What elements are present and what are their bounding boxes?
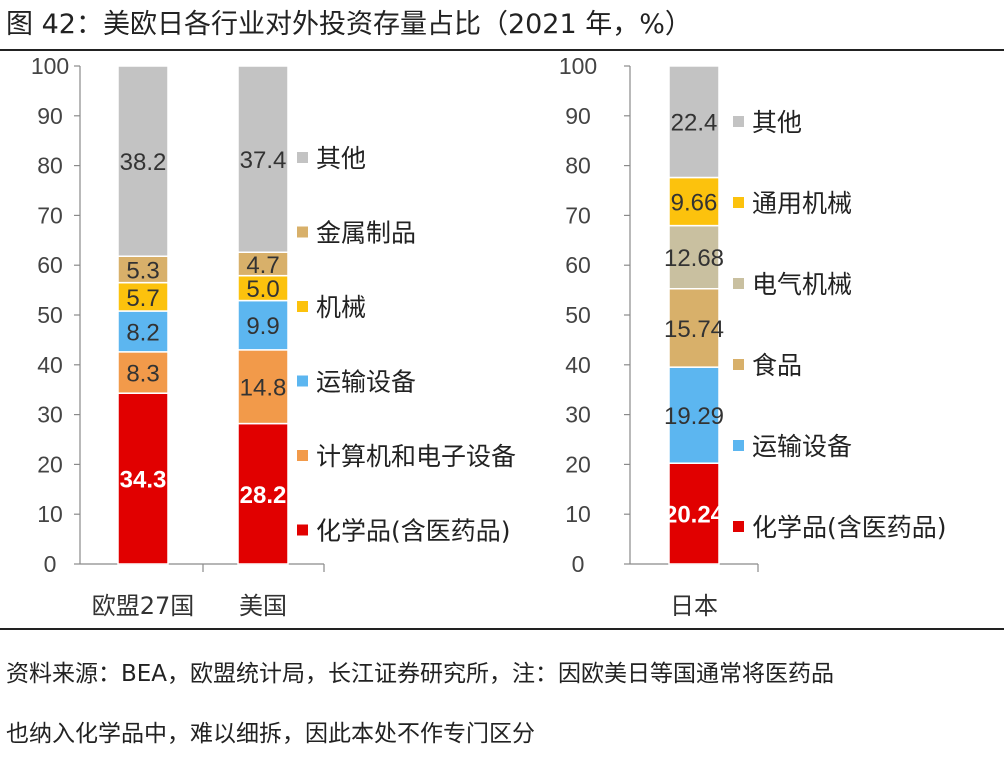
legend-label: 电气机械: [752, 270, 852, 299]
data-label: 5.3: [126, 257, 159, 284]
bottom-rule: [0, 628, 1004, 630]
legend-label: 其他: [316, 144, 366, 173]
top-rule: [0, 49, 1004, 51]
data-label: 8.3: [126, 361, 159, 388]
y-tick-label: 70: [37, 202, 63, 228]
y-tick-label: 100: [31, 53, 69, 79]
source-note-line1: 资料来源：BEA，欧盟统计局，长江证券研究所，注：因欧美日等国通常将医药品: [6, 661, 835, 687]
data-label: 14.8: [240, 375, 287, 402]
bar-segment: [117, 310, 169, 353]
y-tick-label: 60: [37, 252, 63, 278]
legend-swatch: [733, 278, 744, 289]
data-label: 5.7: [126, 285, 159, 312]
legend-label: 其他: [752, 108, 802, 137]
y-tick-label: 60: [565, 252, 591, 278]
data-label: 9.9: [246, 313, 279, 340]
y-tick-label: 20: [37, 451, 63, 477]
x-category-label: 美国: [239, 592, 287, 620]
bar-segment: [668, 176, 720, 227]
legend-swatch: [733, 359, 744, 370]
data-label: 20.24: [664, 502, 725, 529]
bar-segment: [668, 366, 720, 464]
data-label: 28.2: [240, 482, 287, 509]
y-tick-label: 90: [37, 103, 63, 129]
y-tick-label: 30: [565, 402, 591, 428]
data-label: 34.3: [120, 467, 167, 494]
legend-label: 运输设备: [752, 432, 852, 461]
data-label: 8.2: [126, 319, 159, 346]
data-label: 9.66: [671, 190, 718, 217]
y-tick-label: 80: [565, 153, 591, 179]
y-tick-label: 10: [37, 501, 63, 527]
data-label: 19.29: [664, 403, 724, 430]
data-label: 12.68: [664, 245, 724, 272]
bar-segment: [237, 65, 289, 254]
legend-label: 运输设备: [316, 368, 416, 397]
legend-swatch: [297, 450, 308, 461]
data-label: 22.4: [671, 110, 718, 137]
legend-swatch: [297, 226, 308, 238]
bar-segment: [237, 299, 289, 351]
bar-segment: [117, 392, 169, 565]
x-category-label: 日本: [670, 592, 718, 620]
bar-segment: [668, 224, 720, 290]
legend-swatch: [733, 440, 744, 451]
figure-title: 图 42：美欧日各行业对外投资存量占比（2021 年，%）: [6, 9, 692, 40]
bar-segment: [117, 351, 169, 394]
y-tick-label: 80: [37, 153, 63, 179]
legend-label: 机械: [316, 293, 366, 322]
data-label: 5.0: [246, 276, 279, 303]
y-tick-label: 0: [572, 551, 585, 577]
bar-segment: [117, 281, 169, 312]
x-category-label: 欧盟27国: [92, 592, 195, 620]
bar-segment: [117, 65, 169, 257]
legend-swatch: [297, 301, 308, 312]
y-tick-label: 40: [37, 352, 63, 378]
legend-label: 金属制品: [316, 219, 416, 248]
legend-label: 计算机和电子设备: [316, 442, 516, 471]
legend-label: 食品: [752, 351, 802, 380]
source-note-line2: 也纳入化学品中，难以细拆，因此本处不作专门区分: [6, 721, 535, 747]
y-tick-label: 90: [565, 103, 591, 129]
legend-swatch: [297, 524, 308, 536]
legend-swatch: [733, 197, 744, 208]
y-tick-label: 70: [565, 202, 591, 228]
legend-swatch: [733, 116, 744, 127]
legend-label: 化学品(含医药品): [752, 513, 947, 542]
legend-swatch: [733, 521, 744, 532]
bar-segment: [117, 255, 169, 284]
y-tick-label: 40: [565, 352, 591, 378]
y-tick-label: 100: [559, 53, 597, 79]
chart-area: 010203040506070809010034.38.38.25.75.338…: [31, 53, 947, 620]
bar-segment: [237, 422, 289, 565]
y-tick-label: 20: [565, 451, 591, 477]
legend-label: 化学品(含医药品): [316, 517, 511, 546]
y-tick-label: 50: [37, 302, 63, 328]
legend-swatch: [297, 375, 308, 387]
data-label: 15.74: [664, 316, 724, 343]
legend-label: 通用机械: [752, 189, 852, 218]
data-label: 37.4: [240, 147, 287, 174]
y-tick-label: 10: [565, 501, 591, 527]
y-tick-label: 30: [37, 402, 63, 428]
bar-segment: [668, 462, 720, 565]
data-label: 38.2: [120, 149, 167, 176]
y-tick-label: 50: [565, 302, 591, 328]
legend-swatch: [297, 152, 308, 163]
y-tick-label: 0: [44, 551, 57, 577]
data-label: 4.7: [246, 252, 279, 279]
bar-segment: [668, 65, 720, 179]
bar-segment: [237, 349, 289, 425]
